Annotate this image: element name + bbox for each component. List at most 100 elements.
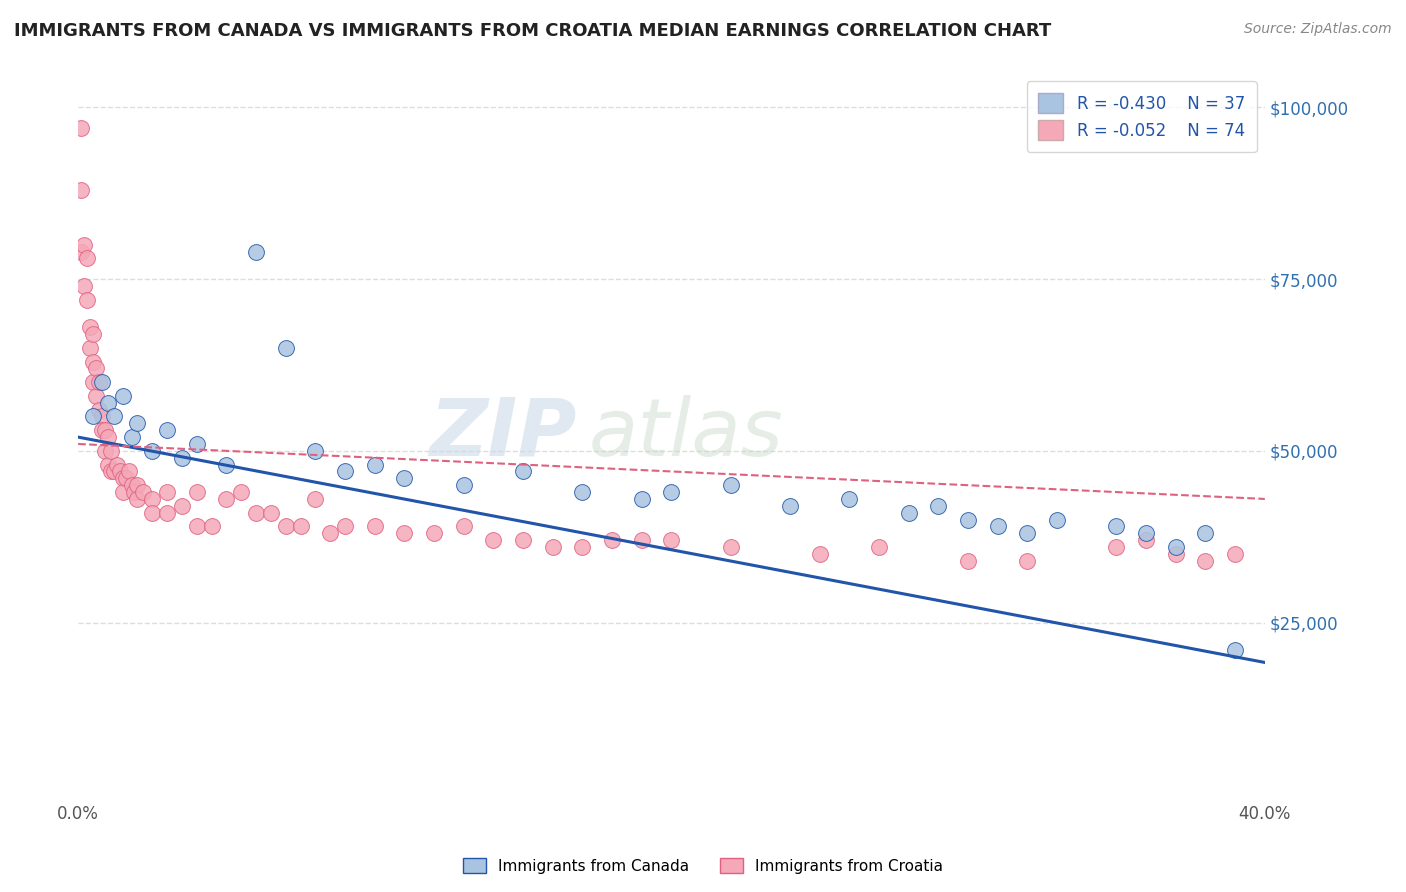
Point [111,389,134,403]
Point [245,506,267,520]
Point [231,485,253,500]
Point [73,279,96,293]
Point [215,458,238,472]
Point [1164,540,1187,554]
Point [156,485,179,500]
Point [82,409,104,424]
Point [661,485,683,500]
Point [957,554,980,568]
Point [132,485,155,500]
Point [70,244,93,259]
Point [215,491,238,506]
Point [84,389,107,403]
Point [82,327,104,342]
Point [127,491,149,506]
Point [957,512,980,526]
Point [121,478,143,492]
Point [333,465,356,479]
Point [121,430,143,444]
Point [73,237,96,252]
Point [141,443,163,458]
Point [512,533,534,548]
Point [111,485,134,500]
Point [512,465,534,479]
Point [927,499,949,513]
Text: atlas: atlas [588,394,783,473]
Point [127,478,149,492]
Point [82,375,104,389]
Point [304,443,326,458]
Point [170,499,193,513]
Point [170,450,193,465]
Point [394,471,416,485]
Legend: Immigrants from Canada, Immigrants from Croatia: Immigrants from Canada, Immigrants from … [457,852,949,880]
Point [779,499,801,513]
Point [482,533,505,548]
Point [1105,519,1128,533]
Point [1135,533,1157,548]
Point [274,519,297,533]
Point [1046,512,1069,526]
Point [1223,547,1246,561]
Point [76,293,98,307]
Point [808,547,831,561]
Point [1017,526,1039,541]
Point [82,354,104,368]
Point [84,361,107,376]
Point [87,375,110,389]
Point [274,341,297,355]
Point [1135,526,1157,541]
Point [186,519,208,533]
Point [333,519,356,533]
Point [70,120,93,135]
Point [720,478,742,492]
Point [364,519,387,533]
Point [127,417,149,431]
Point [97,430,120,444]
Point [114,471,136,485]
Point [141,506,163,520]
Point [453,478,475,492]
Point [304,491,326,506]
Point [453,519,475,533]
Point [105,458,128,472]
Point [186,437,208,451]
Point [541,540,564,554]
Point [186,485,208,500]
Point [90,409,112,424]
Point [868,540,890,554]
Point [141,491,163,506]
Point [630,533,652,548]
Text: IMMIGRANTS FROM CANADA VS IMMIGRANTS FROM CROATIA MEDIAN EARNINGS CORRELATION CH: IMMIGRANTS FROM CANADA VS IMMIGRANTS FRO… [14,22,1052,40]
Point [103,409,125,424]
Point [1017,554,1039,568]
Point [720,540,742,554]
Point [90,423,112,437]
Point [987,519,1010,533]
Point [79,320,101,334]
Point [319,526,342,541]
Point [1164,547,1187,561]
Point [90,375,112,389]
Point [661,533,683,548]
Point [76,252,98,266]
Point [97,396,120,410]
Point [245,244,267,259]
Text: Source: ZipAtlas.com: Source: ZipAtlas.com [1244,22,1392,37]
Point [108,465,131,479]
Point [600,533,623,548]
Point [201,519,224,533]
Point [571,540,593,554]
Point [94,443,117,458]
Point [897,506,920,520]
Point [117,465,139,479]
Point [1194,526,1216,541]
Point [79,341,101,355]
Point [111,471,134,485]
Point [100,443,122,458]
Point [630,491,652,506]
Point [94,423,117,437]
Point [364,458,387,472]
Point [290,519,312,533]
Point [838,491,860,506]
